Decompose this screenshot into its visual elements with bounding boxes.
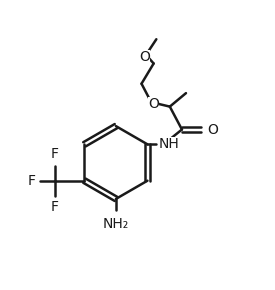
Text: F: F [51,200,59,214]
Text: O: O [148,97,159,111]
Text: F: F [27,174,35,188]
Text: O: O [139,50,150,64]
Text: NH₂: NH₂ [103,217,129,231]
Text: NH: NH [159,137,180,151]
Text: O: O [207,122,218,137]
Text: F: F [51,147,59,161]
